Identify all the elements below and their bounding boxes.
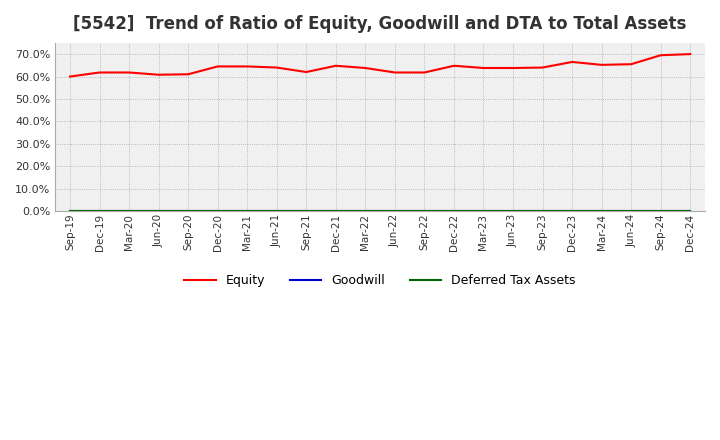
Equity — [184, 72, 192, 77]
Equity — [272, 65, 281, 70]
Goodwill — [657, 209, 665, 214]
Equity — [449, 63, 458, 68]
Deferred Tax Assets — [598, 208, 606, 213]
Deferred Tax Assets — [184, 208, 192, 213]
Deferred Tax Assets — [420, 208, 428, 213]
Equity — [627, 62, 636, 67]
Title: [5542]  Trend of Ratio of Equity, Goodwill and DTA to Total Assets: [5542] Trend of Ratio of Equity, Goodwil… — [73, 15, 687, 33]
Deferred Tax Assets — [568, 208, 577, 213]
Equity — [95, 70, 104, 75]
Equity — [686, 51, 695, 57]
Deferred Tax Assets — [213, 208, 222, 213]
Equity — [154, 72, 163, 77]
Equity — [568, 59, 577, 65]
Goodwill — [449, 209, 458, 214]
Deferred Tax Assets — [125, 208, 133, 213]
Legend: Equity, Goodwill, Deferred Tax Assets: Equity, Goodwill, Deferred Tax Assets — [179, 269, 581, 292]
Goodwill — [598, 209, 606, 214]
Deferred Tax Assets — [509, 208, 518, 213]
Deferred Tax Assets — [154, 208, 163, 213]
Deferred Tax Assets — [361, 208, 369, 213]
Deferred Tax Assets — [539, 208, 547, 213]
Deferred Tax Assets — [95, 208, 104, 213]
Equity — [539, 65, 547, 70]
Equity — [657, 53, 665, 58]
Equity — [302, 70, 310, 75]
Equity — [243, 64, 251, 69]
Goodwill — [686, 209, 695, 214]
Deferred Tax Assets — [686, 208, 695, 213]
Equity — [361, 66, 369, 71]
Goodwill — [184, 209, 192, 214]
Goodwill — [390, 209, 399, 214]
Goodwill — [272, 209, 281, 214]
Goodwill — [154, 209, 163, 214]
Goodwill — [539, 209, 547, 214]
Deferred Tax Assets — [66, 208, 74, 213]
Goodwill — [331, 209, 340, 214]
Equity — [420, 70, 428, 75]
Goodwill — [302, 209, 310, 214]
Equity — [598, 62, 606, 67]
Goodwill — [125, 209, 133, 214]
Deferred Tax Assets — [302, 208, 310, 213]
Line: Equity: Equity — [70, 54, 690, 77]
Goodwill — [568, 209, 577, 214]
Deferred Tax Assets — [390, 208, 399, 213]
Goodwill — [480, 209, 488, 214]
Equity — [125, 70, 133, 75]
Deferred Tax Assets — [243, 208, 251, 213]
Deferred Tax Assets — [480, 208, 488, 213]
Goodwill — [66, 209, 74, 214]
Goodwill — [213, 209, 222, 214]
Equity — [331, 63, 340, 68]
Deferred Tax Assets — [331, 208, 340, 213]
Deferred Tax Assets — [449, 208, 458, 213]
Deferred Tax Assets — [272, 208, 281, 213]
Goodwill — [243, 209, 251, 214]
Deferred Tax Assets — [657, 208, 665, 213]
Deferred Tax Assets — [627, 208, 636, 213]
Equity — [509, 66, 518, 71]
Goodwill — [420, 209, 428, 214]
Equity — [66, 74, 74, 79]
Equity — [213, 64, 222, 69]
Goodwill — [509, 209, 518, 214]
Goodwill — [95, 209, 104, 214]
Equity — [480, 66, 488, 71]
Equity — [390, 70, 399, 75]
Goodwill — [361, 209, 369, 214]
Goodwill — [627, 209, 636, 214]
